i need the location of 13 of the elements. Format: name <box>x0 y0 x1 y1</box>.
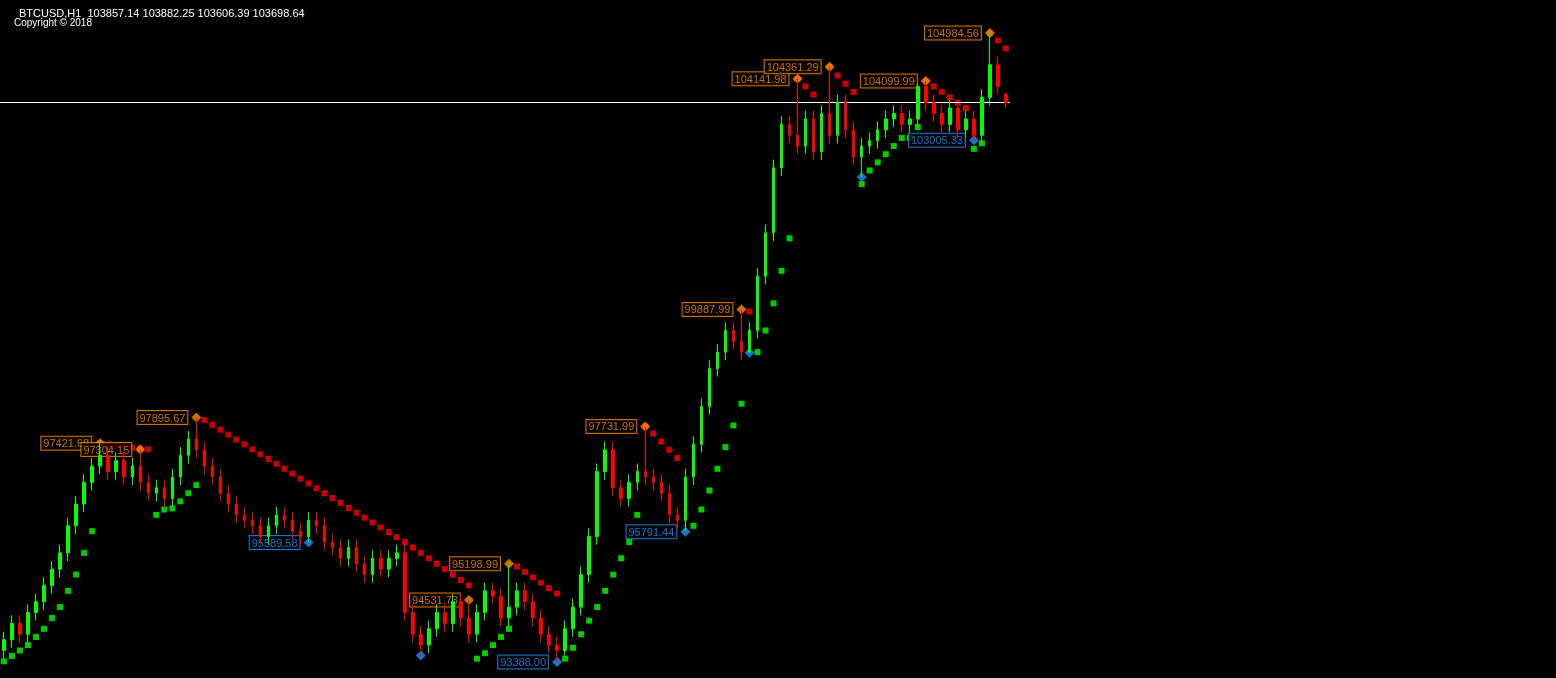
data-label: 95791.44 <box>628 525 675 538</box>
data-label: 104099.99 <box>862 74 915 87</box>
data-label: 103005.33 <box>910 134 963 147</box>
data-label: 104361.29 <box>766 60 819 73</box>
data-label: 95589.58 <box>251 536 298 549</box>
data-label: 104984.56 <box>926 27 979 39</box>
data-label: 93388.00 <box>500 656 547 668</box>
chart-title: BTCUSD,H1 103857.14 103882.25 103606.39 103698.64 <box>19 6 305 19</box>
data-label: 95198.99 <box>452 557 499 570</box>
data-label: 97731.99 <box>588 420 635 433</box>
data-label: 99887.99 <box>684 303 731 316</box>
data-label: 97895.67 <box>139 411 186 424</box>
data-label: 104141.98 <box>734 72 787 85</box>
